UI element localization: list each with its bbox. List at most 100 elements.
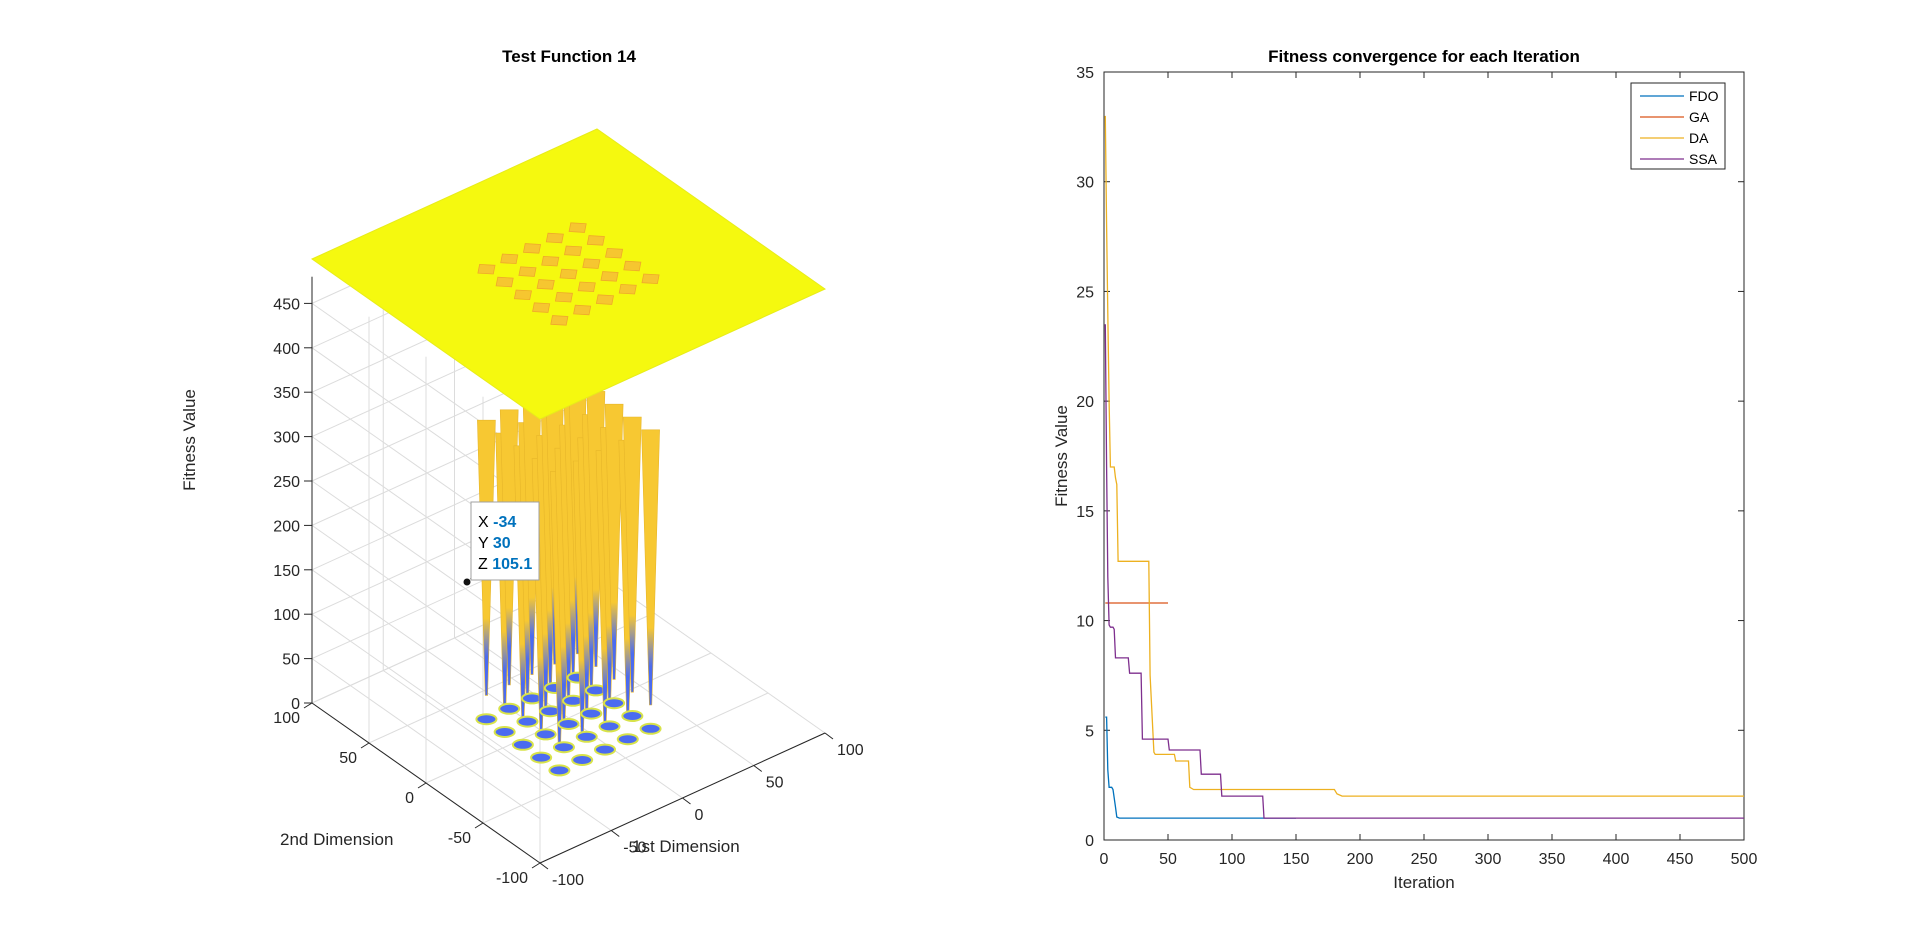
line-x-tick-label: 200 — [1347, 851, 1374, 868]
basin-ring — [575, 730, 598, 743]
x-tick-mark — [539, 862, 549, 870]
datatip-y-label: Y — [478, 535, 489, 552]
surface-funnel — [554, 291, 573, 303]
surface-funnel — [577, 281, 596, 293]
surface-funnel — [595, 294, 614, 305]
legend-label-ssa: SSA — [1689, 151, 1718, 167]
surface-title: Test Function 14 — [502, 47, 636, 66]
z-tick-label: 250 — [273, 474, 300, 491]
legend-label-ga: GA — [1689, 109, 1710, 125]
y-tick-mark — [303, 702, 313, 709]
basin-ring — [593, 743, 616, 756]
surface-funnel — [513, 289, 532, 301]
basin-ring — [493, 726, 516, 738]
datatip-x-label: X — [478, 514, 489, 531]
datatip-marker[interactable] — [462, 577, 472, 587]
basin-ring — [557, 718, 580, 730]
line-xlabel: Iteration — [1393, 873, 1454, 892]
y-tick-label: 100 — [273, 710, 300, 727]
line-x-tick-label: 350 — [1539, 851, 1566, 868]
line-title: Fitness convergence for each Iteration — [1268, 47, 1580, 66]
line-series-group — [1104, 115, 1744, 819]
datatip-y-value: 30 — [493, 535, 511, 552]
z-tick-label: 200 — [273, 518, 300, 535]
surface-funnel — [559, 268, 578, 280]
basin-ring — [548, 764, 571, 777]
x-tick-mark — [610, 830, 620, 837]
basin-ring — [621, 710, 644, 722]
surface-zlabel: Fitness Value — [180, 389, 199, 491]
y-tick-label: 50 — [339, 750, 357, 767]
x-tick-label: 0 — [695, 807, 704, 824]
basin-ring — [603, 697, 626, 710]
datatip-row-x: X -34 — [478, 514, 516, 531]
surface-funnel — [523, 243, 542, 254]
surface-funnel — [532, 302, 551, 313]
surface-funnel — [573, 304, 592, 316]
datatip[interactable]: X -34 Y 30 Z 105.1 — [462, 501, 540, 587]
basin-ring — [475, 713, 498, 726]
basin-ring — [498, 702, 521, 715]
x-tick-mark — [824, 732, 834, 740]
surface-funnel — [568, 222, 587, 233]
convergence-plot: 0 50 100 150 200 250 300 350 400 450 500 0 5 10 15 20 25… — [1052, 47, 1757, 892]
surface-funnel — [605, 247, 624, 259]
surface-plot: -100-50050100-100-5005010005010015020025… — [180, 47, 864, 889]
line-y-tick-label: 25 — [1076, 284, 1094, 301]
basin-ring — [511, 738, 534, 751]
basin-ring — [530, 751, 553, 764]
z-tick-label: 300 — [273, 430, 300, 447]
line-x-tick-label: 450 — [1667, 851, 1694, 868]
surface-ylabel: 2nd Dimension — [280, 830, 393, 849]
surface-funnel — [618, 283, 637, 295]
line-x-tick-label: 0 — [1100, 851, 1109, 868]
line-ticks: 0 50 100 150 200 250 300 350 400 450 500 0 5 10 15 20 25… — [1076, 65, 1757, 868]
surface-funnel — [641, 273, 660, 285]
y-tick-mark — [474, 822, 484, 829]
y-tick-mark — [531, 862, 541, 869]
basin-ring — [534, 728, 557, 741]
basin-ring — [552, 741, 575, 754]
surface-funnel — [500, 253, 519, 265]
datatip-row-z: Z 105.1 — [478, 556, 532, 573]
legend-label-fdo: FDO — [1689, 88, 1719, 104]
basin-ring — [616, 733, 639, 746]
surface-xlabel: 1st Dimension — [632, 837, 740, 856]
line-y-tick-label: 15 — [1076, 504, 1094, 521]
z-tick-label: 450 — [273, 296, 300, 313]
y-tick-label: 0 — [405, 790, 414, 807]
surface-funnel — [582, 258, 601, 269]
line-x-tick-label: 150 — [1283, 851, 1310, 868]
z-tick-label: 50 — [282, 652, 300, 669]
x-tick-mark — [753, 765, 763, 772]
series-line-fdo — [1105, 716, 1296, 819]
x-tick-label: -100 — [552, 872, 584, 889]
surface-funnel — [564, 245, 583, 257]
line-x-tick-label: 300 — [1475, 851, 1502, 868]
datatip-z-value: 105.1 — [492, 556, 532, 573]
line-y-tick-label: 10 — [1076, 614, 1094, 631]
y-tick-mark — [360, 742, 370, 749]
line-x-tick-label: 50 — [1159, 851, 1177, 868]
line-y-tick-label: 0 — [1085, 833, 1094, 850]
x-tick-label: -50 — [623, 840, 646, 857]
line-ylabel: Fitness Value — [1052, 405, 1071, 507]
legend-box — [1630, 82, 1726, 170]
datatip-x-value: -34 — [493, 514, 516, 531]
surface-funnel — [600, 271, 619, 282]
y-floor-gridline — [482, 692, 769, 824]
surface-funnel — [550, 315, 569, 326]
z-tick-label: 150 — [273, 563, 300, 580]
z-tick-label: 400 — [273, 341, 300, 358]
legend: FDO GA DA SSA — [1630, 82, 1726, 170]
surface-funnel — [477, 263, 496, 275]
surface-funnel — [623, 260, 642, 272]
line-x-tick-label: 400 — [1603, 851, 1630, 868]
surface-spike — [641, 429, 660, 706]
x-tick-mark — [682, 797, 691, 805]
surface-spike — [622, 416, 642, 693]
line-x-tick-label: 500 — [1731, 851, 1758, 868]
z-tick-label: 100 — [273, 607, 300, 624]
series-line-da — [1104, 115, 1744, 797]
